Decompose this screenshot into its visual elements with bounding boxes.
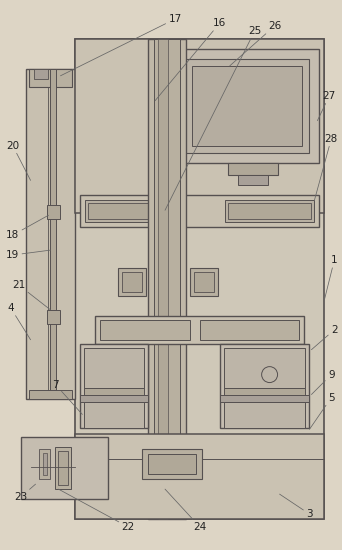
Bar [42,453,47,475]
Bar [39,449,51,479]
Bar [80,195,319,227]
Text: 25: 25 [165,26,261,210]
Text: 26: 26 [230,21,281,66]
Bar [148,454,196,474]
Bar [47,310,61,324]
Text: 9: 9 [312,370,335,394]
Bar [190,268,218,296]
Bar [47,205,61,219]
Bar [84,388,144,398]
Bar [84,348,144,388]
Bar [228,163,278,175]
Text: 1: 1 [324,255,338,300]
Text: 23: 23 [14,484,36,502]
Bar [200,320,300,340]
Text: 18: 18 [6,215,49,240]
Bar [29,69,73,87]
Bar [51,69,56,399]
Bar [21,437,108,499]
Bar [220,344,310,428]
Bar [80,394,148,403]
Bar [220,394,310,403]
Text: 2: 2 [312,325,338,350]
Text: 22: 22 [58,489,135,532]
Text: 27: 27 [317,91,336,120]
Bar [238,175,267,185]
Text: 16: 16 [155,18,226,101]
Text: 28: 28 [314,134,338,200]
Bar [58,452,68,485]
Text: 7: 7 [52,379,82,415]
Bar [175,49,319,163]
Bar [225,200,314,222]
Text: 21: 21 [12,280,51,310]
Bar [34,69,48,79]
Bar [148,39,186,519]
Bar [75,39,324,519]
Bar [118,268,146,296]
Bar [100,320,190,340]
Bar [228,204,312,219]
Bar [84,403,144,428]
Bar [29,389,73,399]
Bar [142,449,202,479]
Bar [224,348,305,388]
Bar [154,39,180,519]
Bar [185,59,310,153]
Bar [80,344,148,428]
Text: 24: 24 [165,489,207,532]
Bar [192,66,302,146]
Text: 3: 3 [279,494,313,519]
Bar [26,69,75,399]
Text: 20: 20 [6,141,30,180]
Bar [122,272,142,292]
Bar [88,204,172,219]
Bar [95,316,304,344]
Bar [75,434,324,519]
Text: 17: 17 [61,14,182,76]
Bar [224,388,305,398]
Bar [158,39,168,519]
Bar [55,447,71,489]
Text: 5: 5 [310,393,335,430]
Text: 4: 4 [7,303,30,340]
Bar [224,403,305,428]
Bar [194,272,214,292]
Bar [86,200,175,222]
Bar [75,39,324,213]
Text: 19: 19 [6,250,51,260]
